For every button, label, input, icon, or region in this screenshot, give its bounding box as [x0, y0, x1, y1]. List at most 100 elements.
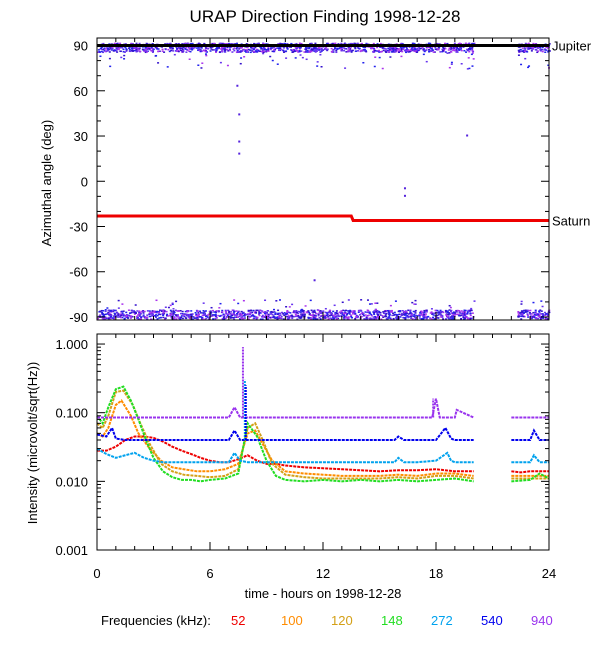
direction-point	[406, 315, 409, 317]
direction-point	[239, 50, 242, 52]
direction-point	[445, 313, 448, 315]
direction-point	[347, 310, 350, 312]
direction-point	[235, 310, 238, 312]
direction-point	[241, 317, 244, 320]
direction-point	[200, 316, 203, 318]
direction-point	[256, 51, 259, 53]
direction-point	[356, 46, 359, 49]
direction-point	[521, 314, 524, 316]
direction-point	[548, 50, 551, 52]
direction-point	[292, 51, 295, 53]
direction-point	[275, 316, 278, 319]
direction-point	[103, 318, 106, 320]
direction-point	[205, 315, 208, 318]
direction-point	[107, 309, 110, 312]
direction-point	[348, 313, 351, 315]
direction-point	[189, 50, 192, 53]
direction-point	[282, 49, 285, 52]
direction-point	[142, 314, 145, 316]
direction-point	[320, 50, 323, 52]
direction-point	[455, 49, 458, 51]
direction-point	[175, 48, 178, 50]
x-tick-labels: 0 6 12 18 24	[93, 566, 556, 581]
direction-point	[467, 57, 470, 59]
direction-point	[215, 310, 218, 312]
direction-point	[172, 50, 175, 52]
direction-point	[179, 47, 182, 49]
direction-point	[127, 47, 130, 49]
direction-point	[188, 315, 191, 318]
direction-point	[400, 48, 403, 50]
direction-point	[468, 309, 471, 312]
direction-point	[287, 317, 290, 320]
direction-point	[180, 316, 183, 319]
direction-point	[345, 312, 348, 315]
direction-point	[320, 66, 323, 68]
direction-point	[169, 314, 172, 317]
direction-point	[171, 47, 174, 50]
direction-point	[308, 313, 311, 316]
direction-point	[313, 50, 316, 52]
direction-point	[466, 68, 469, 70]
direction-point	[546, 318, 549, 320]
direction-point	[430, 311, 433, 313]
direction-point	[418, 315, 421, 317]
direction-point	[532, 46, 535, 49]
direction-point	[404, 310, 407, 312]
direction-point	[456, 309, 459, 312]
direction-point	[295, 49, 298, 52]
series-line-120	[96, 389, 474, 480]
direction-points	[97, 42, 551, 320]
direction-point	[246, 46, 249, 49]
direction-point	[424, 313, 427, 315]
direction-ticks	[96, 38, 550, 320]
direction-point	[332, 314, 335, 317]
direction-point	[544, 51, 547, 53]
direction-point	[157, 62, 160, 64]
direction-point	[209, 50, 212, 52]
series-line-148	[511, 472, 550, 483]
direction-point	[312, 318, 315, 320]
direction-point	[445, 311, 448, 313]
direction-point	[190, 310, 193, 312]
direction-point	[227, 50, 230, 52]
direction-point	[547, 313, 550, 316]
direction-point	[226, 46, 229, 49]
direction-point	[366, 314, 369, 317]
direction-point	[349, 50, 352, 52]
direction-point	[319, 312, 322, 315]
direction-point	[161, 313, 164, 315]
direction-point	[317, 47, 320, 49]
direction-point	[152, 50, 155, 52]
direction-point	[215, 47, 218, 50]
direction-point	[159, 313, 162, 316]
direction-point	[526, 313, 529, 315]
direction-point	[261, 47, 264, 50]
direction-point	[421, 46, 424, 48]
direction-point	[284, 313, 287, 316]
direction-point	[384, 48, 387, 50]
direction-point	[137, 318, 140, 320]
direction-point	[193, 317, 196, 319]
direction-point	[526, 46, 529, 49]
direction-point	[465, 316, 468, 319]
direction-point	[343, 317, 346, 320]
direction-point	[264, 316, 267, 319]
direction-point	[182, 46, 185, 49]
direction-point	[208, 313, 211, 315]
direction-point	[104, 50, 107, 52]
direction-point	[335, 51, 338, 54]
direction-point	[155, 310, 158, 313]
direction-point	[298, 50, 301, 53]
direction-point	[517, 310, 520, 313]
direction-point	[107, 316, 110, 319]
direction-point	[439, 311, 442, 313]
direction-point	[384, 314, 387, 316]
direction-point	[312, 48, 315, 50]
direction-point	[358, 48, 361, 50]
direction-point	[278, 314, 281, 316]
direction-point	[116, 311, 119, 314]
direction-point	[261, 318, 264, 320]
direction-point	[417, 49, 420, 52]
direction-point	[218, 307, 221, 309]
